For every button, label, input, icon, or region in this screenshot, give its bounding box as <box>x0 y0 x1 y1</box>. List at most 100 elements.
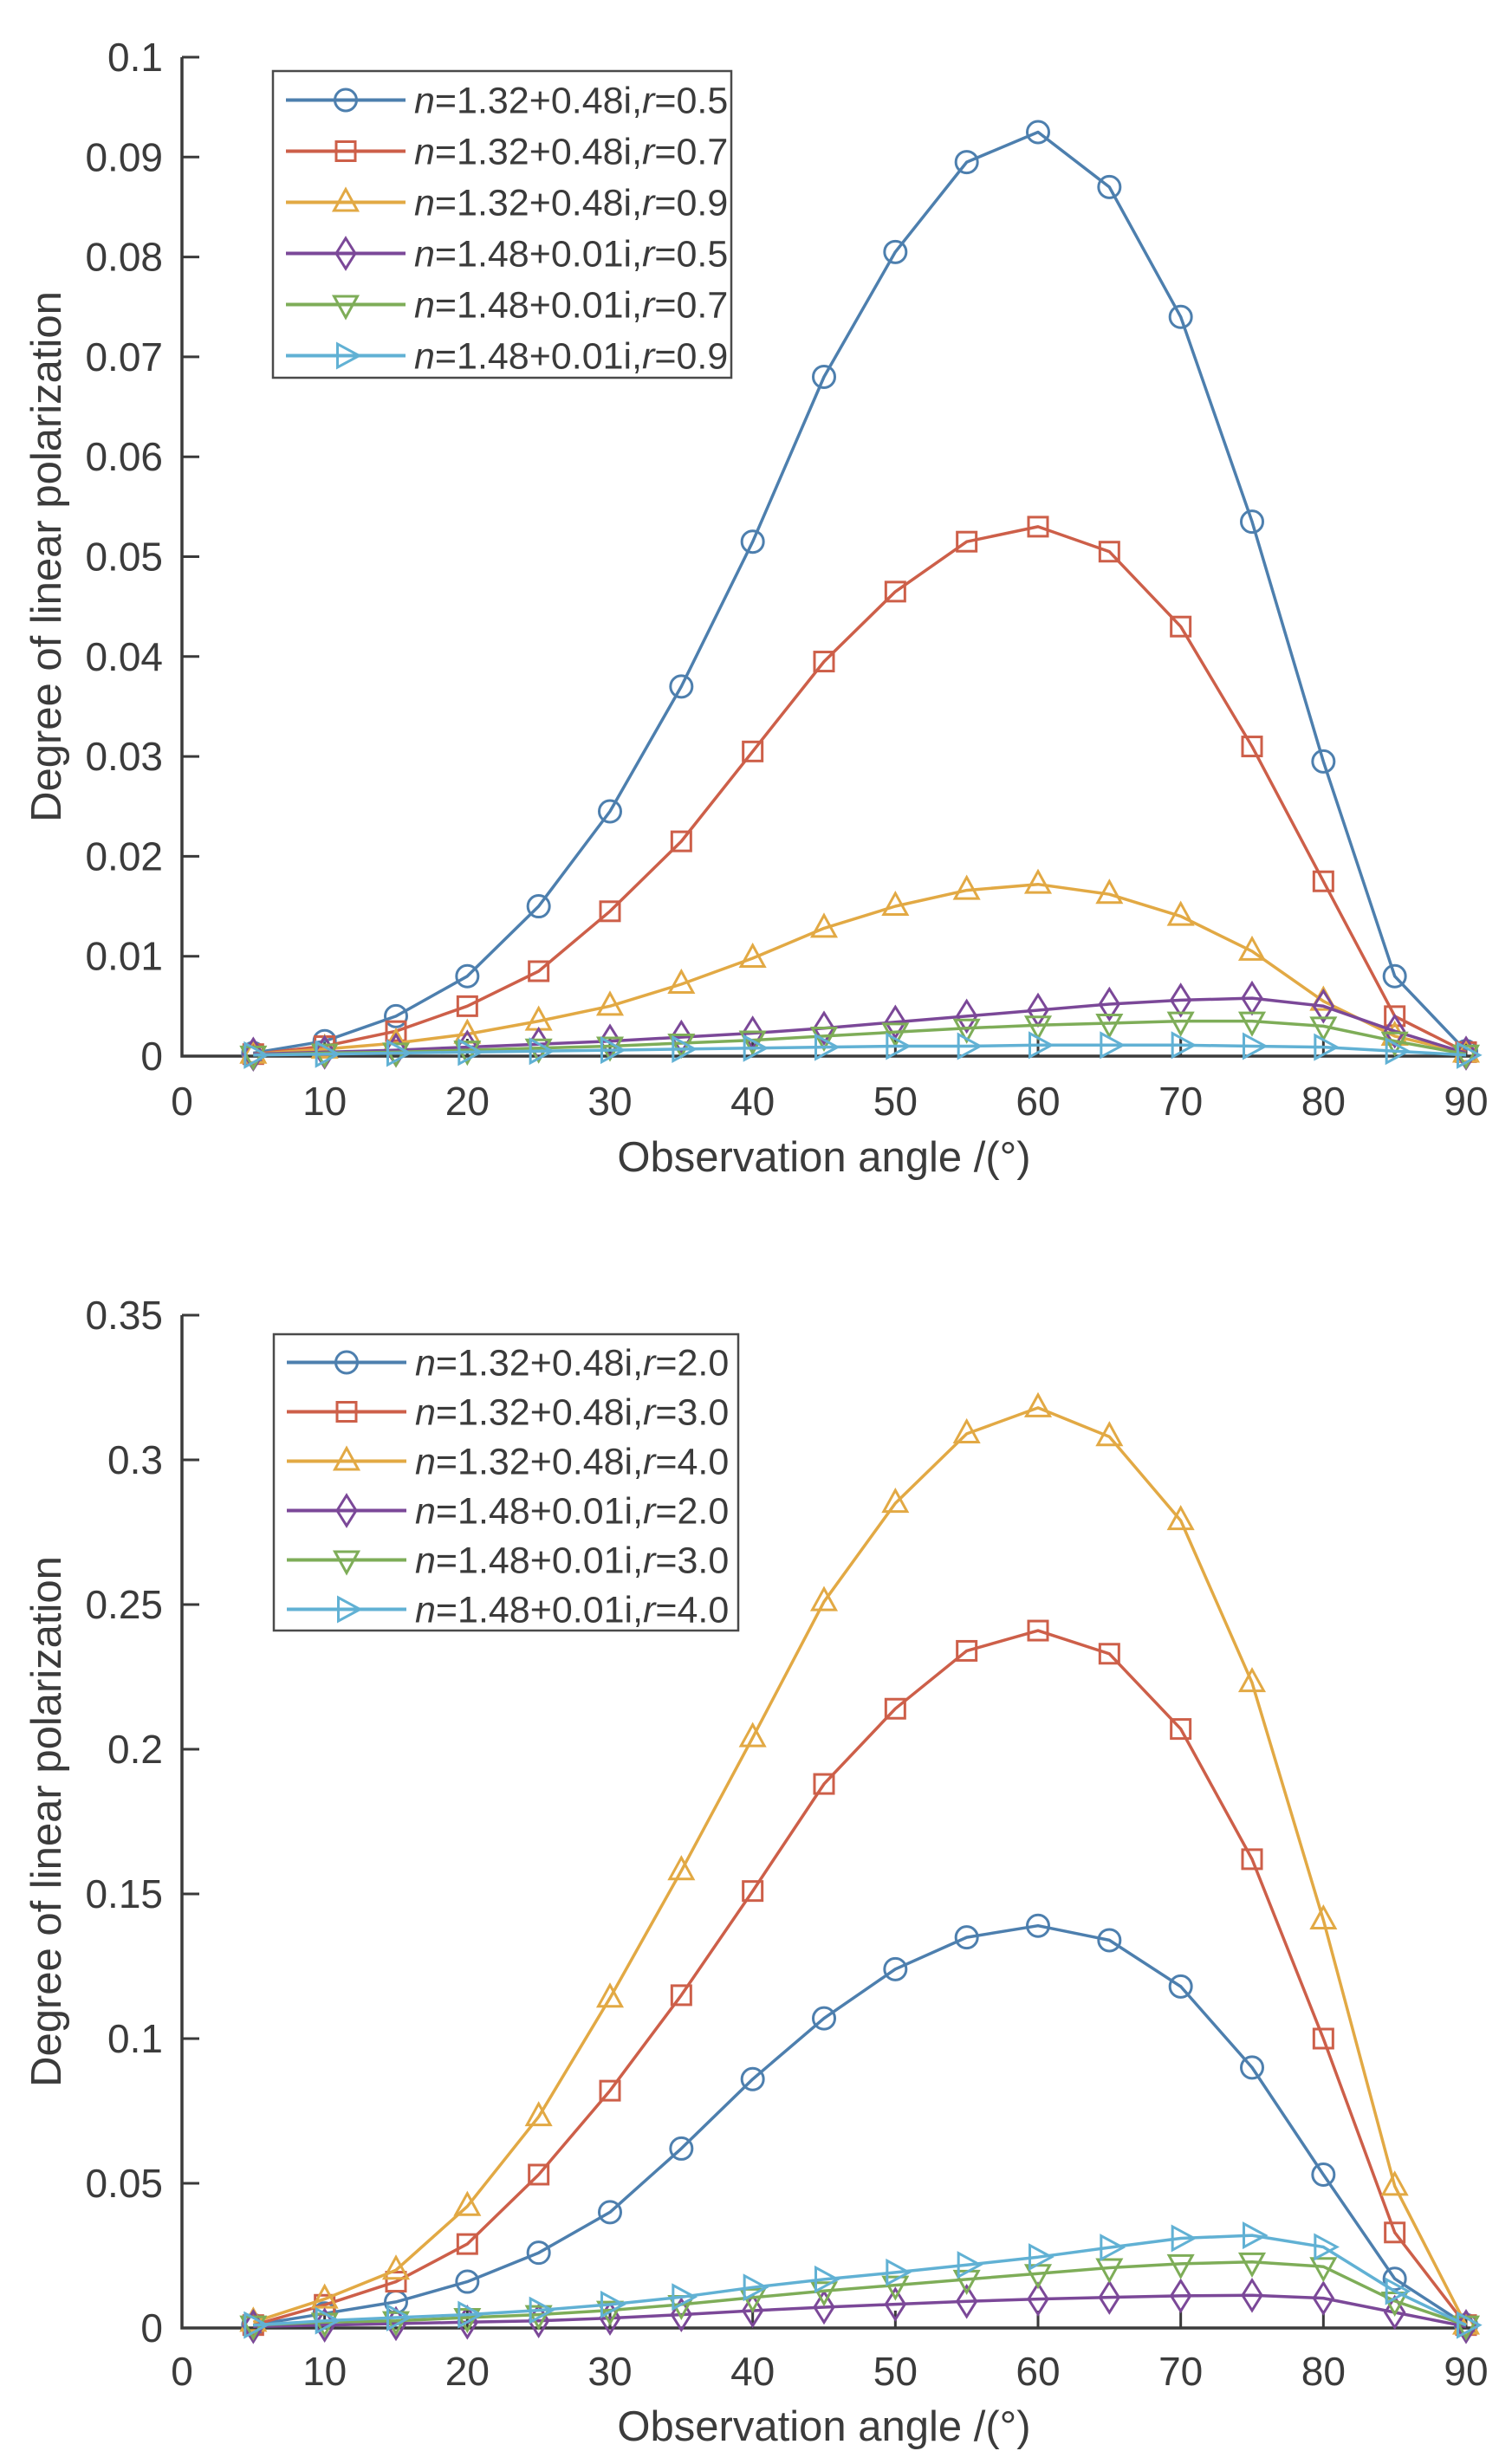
triangle-down-marker <box>738 1030 767 1056</box>
legend-circle-marker <box>334 88 358 113</box>
series-1 <box>242 1619 1477 2337</box>
square-marker <box>884 1697 906 1720</box>
legend-triangle-up-marker <box>332 1445 361 1471</box>
series-line <box>253 525 1467 1056</box>
triangle-up-marker <box>809 1585 839 1611</box>
y-tick-label: 0.1 <box>107 2016 163 2061</box>
y-tick-label: 0.06 <box>85 434 163 479</box>
triangle-up-marker <box>667 1855 696 1881</box>
legend-box <box>271 69 733 379</box>
y-tick-label: 0.03 <box>85 734 163 779</box>
diamond-marker <box>1098 2279 1121 2315</box>
legend-item-4: n=1.48+0.01i,r=3.0 <box>287 1540 729 1582</box>
triangle-right-marker <box>243 1041 269 1069</box>
square-marker <box>385 2271 407 2293</box>
triangle-up-marker <box>1237 935 1267 961</box>
y-axis-label: Degree of linear polarization <box>23 291 70 822</box>
x-axis-label: Observation angle /(°) <box>617 2403 1030 2450</box>
triangle-up-marker <box>1166 900 1195 926</box>
square-marker <box>528 960 550 982</box>
legend-item-1: n=1.32+0.48i,r=0.7 <box>286 132 728 173</box>
legend-item-1: n=1.32+0.48i,r=3.0 <box>287 1392 729 1434</box>
triangle-right-marker <box>1100 1031 1126 1060</box>
triangle-down-marker <box>1095 1013 1124 1040</box>
triangle-up-marker <box>1166 1505 1195 1531</box>
square-marker <box>1098 1643 1120 1665</box>
triangle-up-marker <box>1309 1903 1338 1930</box>
x-tick-label: 30 <box>587 1079 632 1124</box>
square-marker <box>1027 515 1049 538</box>
square-marker <box>599 2079 621 2102</box>
legend-item-3: n=1.48+0.01i,r=0.5 <box>286 234 728 276</box>
legend-triangle-up-marker <box>331 186 360 212</box>
triangle-up-marker <box>667 968 696 994</box>
series-line <box>253 1019 1467 1057</box>
legend-label: n=1.48+0.01i,r=0.5 <box>414 234 728 276</box>
diamond-marker <box>741 2292 764 2329</box>
circle-marker <box>669 674 694 699</box>
top-chart: 0 0.01 0.02 0.03 0.04 0.05 0.06 0.07 0.08 0.09 0.1… <box>0 0 1512 1217</box>
series-line <box>253 2260 1467 2327</box>
diamond-marker <box>955 2283 978 2319</box>
square-marker <box>742 740 764 762</box>
legend-item-2: n=1.32+0.48i,r=4.0 <box>287 1442 729 1483</box>
triangle-down-marker <box>1309 2257 1338 2283</box>
triangle-up-marker <box>952 1417 981 1443</box>
triangle-right-marker <box>1314 2233 1340 2261</box>
triangle-down-marker <box>1451 1044 1481 1070</box>
x-tick-label: 80 <box>1301 1079 1346 1124</box>
legend-label: n=1.48+0.01i,r=0.9 <box>414 336 728 378</box>
triangle-down-marker <box>595 2300 625 2326</box>
legend: n=1.32+0.48i,r=2.0 n=1.32+0.48i,r=3.0 n=1.… <box>272 1333 740 1632</box>
y-tick-label: 0.2 <box>107 1727 163 1772</box>
legend-circle-marker <box>334 1350 359 1375</box>
y-tick-label: 0.1 <box>107 35 163 80</box>
diamond-marker <box>1027 2281 1049 2317</box>
triangle-up-marker <box>738 942 767 969</box>
legend-item-5: n=1.48+0.01i,r=0.9 <box>286 336 728 378</box>
square-marker <box>884 580 906 603</box>
square-marker <box>528 2163 550 2186</box>
x-tick-label: 90 <box>1444 1079 1488 1124</box>
legend-label: n=1.32+0.48i,r=2.0 <box>415 1343 729 1384</box>
series-line <box>252 1629 1468 2327</box>
triangle-right-marker <box>529 2296 555 2325</box>
legend: n=1.32+0.48i,r=0.5 n=1.32+0.48i,r=0.7 n=1.… <box>271 69 733 379</box>
circle-marker <box>812 364 836 389</box>
triangle-right-marker <box>315 2306 341 2335</box>
triangle-right-marker <box>1029 2243 1055 2272</box>
triangle-right-marker <box>886 1032 912 1060</box>
triangle-up-marker <box>881 1487 910 1514</box>
triangle-up-marker <box>1237 1667 1267 1693</box>
legend-item-4: n=1.48+0.01i,r=0.7 <box>286 285 728 327</box>
x-tick-label: 80 <box>1301 2349 1346 2394</box>
triangle-right-marker <box>743 2273 769 2302</box>
x-axis-label: Observation angle /(°) <box>617 1134 1030 1181</box>
diamond-marker <box>1241 2277 1263 2313</box>
series-line <box>252 1406 1468 2326</box>
circle-marker <box>1240 2055 1264 2080</box>
triangle-right-marker <box>386 1039 412 1067</box>
triangle-right-marker <box>315 1040 341 1068</box>
square-marker <box>1170 1718 1192 1741</box>
series-4 <box>239 1011 1481 1071</box>
triangle-up-marker <box>595 1982 625 2008</box>
legend-triangle-down-marker <box>332 1550 361 1576</box>
triangle-right-marker <box>672 2283 698 2312</box>
triangle-right-marker <box>1171 1031 1197 1060</box>
triangle-right-marker <box>1243 2221 1269 2250</box>
triangle-right-marker <box>1029 1031 1055 1060</box>
triangle-right-marker <box>672 1034 698 1063</box>
circle-marker <box>526 894 551 919</box>
triangle-down-marker <box>524 2305 553 2331</box>
triangle-down-marker <box>1237 2252 1267 2278</box>
series-line <box>253 2293 1467 2329</box>
series-2 <box>239 1391 1481 2335</box>
y-tick-label: 0.01 <box>85 934 163 979</box>
diamond-marker <box>884 2286 907 2322</box>
triangle-down-marker <box>1095 2258 1124 2284</box>
triangle-up-marker <box>595 990 625 1016</box>
circle-marker <box>598 799 622 824</box>
x-tick-label: 10 <box>302 2349 347 2394</box>
legend-label: n=1.48+0.01i,r=3.0 <box>415 1540 729 1582</box>
